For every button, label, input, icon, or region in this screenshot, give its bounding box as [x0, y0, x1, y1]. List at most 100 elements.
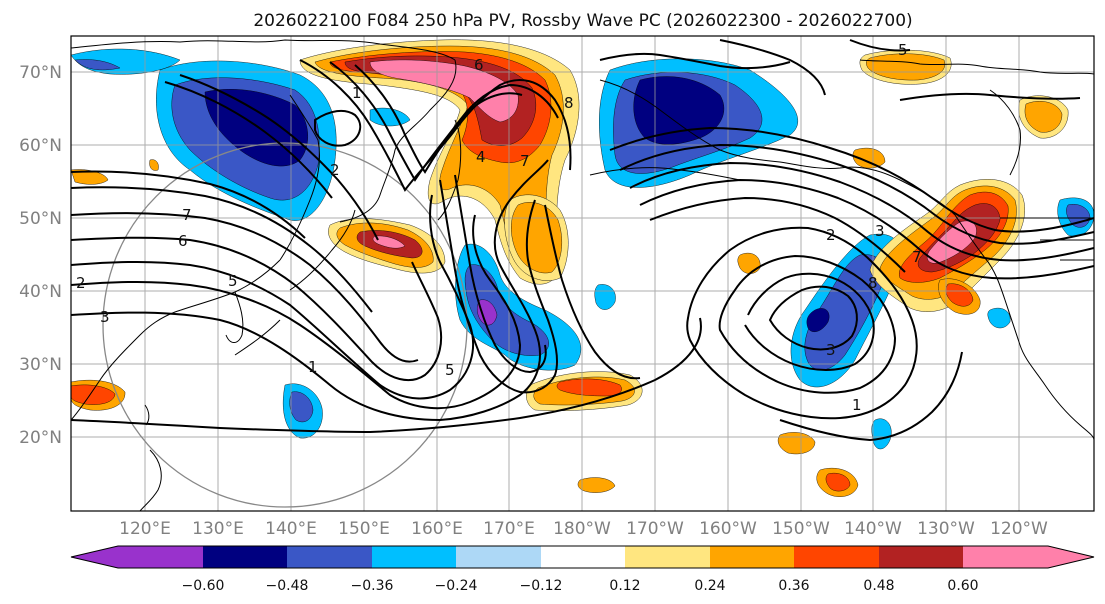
contour-label: 1 — [352, 84, 362, 102]
pv-contour-trough-inner — [439, 179, 558, 394]
pv-contour-ridge-3 — [354, 64, 523, 174]
pos-anomaly-hudson-core — [1024, 101, 1063, 133]
pos-anomaly-small-4 — [71, 169, 109, 185]
colorbar-segment — [541, 546, 625, 568]
pv-contour-alaska-3 — [629, 161, 1094, 262]
pos-anomaly-small-1 — [577, 477, 616, 493]
coast-japan — [234, 209, 356, 356]
lon-label: 130°W — [917, 519, 975, 539]
contour-label: 7 — [912, 248, 922, 266]
lat-label: 70°N — [19, 63, 62, 83]
pv-contour-2-west — [71, 214, 522, 410]
colorbar-extend-low — [71, 546, 118, 568]
coast-korea — [225, 291, 244, 343]
colorbar-segment — [456, 546, 541, 568]
pv-contour-1-west — [71, 159, 549, 422]
pv-contour-arctic — [599, 52, 791, 70]
contour-label: 5 — [898, 41, 908, 59]
pos-anomaly-subtropical-central-mid — [556, 378, 622, 397]
coast-asia-north — [71, 39, 456, 61]
colorbar-tick-label: 0.48 — [863, 578, 894, 594]
neg-anomaly-nw-edge-core — [74, 59, 121, 71]
neg-anomaly-small-2 — [871, 418, 892, 450]
contour-label: 3 — [100, 308, 110, 326]
colorbar-tick-label: −0.24 — [435, 578, 478, 594]
pv-contour-3-west — [71, 194, 475, 400]
neg-anomaly-western-pacific-core — [289, 391, 314, 423]
neg-anomaly-east-pacific-max — [806, 308, 830, 333]
pv-contour-east-subtropics — [779, 351, 963, 442]
lon-label: 120°E — [119, 519, 171, 539]
lon-label: 140°W — [844, 519, 902, 539]
pv-contour-tropical-band — [71, 317, 702, 434]
coast-alaska — [599, 79, 956, 216]
pv-contour-lake — [314, 109, 362, 147]
pv-contour-7-west — [71, 170, 306, 239]
pos-anomaly-small-5 — [149, 159, 159, 171]
pos-anomaly-dateline-core — [511, 202, 563, 274]
colorbar-tick-label: −0.36 — [351, 578, 394, 594]
neg-anomaly-central-pacific-max — [477, 299, 498, 326]
coast-manchuria — [279, 94, 321, 261]
pv-contour-6-west — [71, 186, 373, 313]
colorbar-segment — [287, 546, 372, 568]
colorbar-tick-label: 0.12 — [609, 578, 640, 594]
pv-contour-ridge-2 — [329, 61, 559, 182]
pv-contour-arctic-2 — [719, 39, 826, 96]
longitude-labels: 120°E 130°E 140°E 150°E 160°E 170°E 180°… — [119, 519, 1048, 539]
contour-label: 3 — [875, 222, 885, 240]
pv-contour-alaska-1 — [609, 126, 1094, 233]
lat-label: 40°N — [19, 282, 62, 302]
pv-contour-labels: 1 2 3 4 5 6 7 8 7 6 5 2 3 1 5 8 7 3 2 1 — [76, 41, 922, 414]
pv-contour-4-west — [71, 236, 443, 382]
colorbar-extend-high — [1048, 546, 1094, 568]
coast-okhotsk — [339, 59, 457, 223]
pos-anomaly-north-pacific-max — [369, 59, 519, 123]
contour-label: 8 — [564, 94, 574, 112]
coast-hudson — [989, 89, 1021, 176]
contour-label: 7 — [182, 206, 192, 224]
lon-label: 170°W — [626, 519, 684, 539]
coast-china — [71, 259, 281, 421]
pv-contour-alaska-4 — [639, 178, 1094, 280]
contour-label: 5 — [445, 361, 455, 379]
contour-label: 8 — [868, 274, 878, 292]
pos-anomaly-east-subtropics-core — [825, 472, 851, 492]
contour-label: 2 — [330, 161, 340, 179]
pv-contour-southern-loop — [686, 226, 918, 420]
pv-contour-8-west — [179, 74, 379, 241]
lat-label: 60°N — [19, 136, 62, 156]
lon-label: 180°W — [553, 519, 611, 539]
pv-contour-southern-loop-2 — [718, 254, 897, 394]
lon-label: 150°E — [338, 519, 390, 539]
pos-anomaly-sakhalin-max — [372, 235, 406, 249]
pv-contour-southern-loop-4 — [768, 285, 858, 351]
pos-anomaly-hawaii — [777, 432, 816, 455]
contour-label: 2 — [76, 274, 86, 292]
contour-label: 6 — [474, 56, 484, 74]
colorbar-segment — [118, 546, 203, 568]
pv-contour-5-west — [71, 212, 419, 363]
lon-label: 140°E — [265, 519, 317, 539]
pv-contour-alaska-2 — [619, 143, 1094, 245]
contour-label: 2 — [826, 226, 836, 244]
pos-anomaly-alaska-north-core — [866, 53, 946, 81]
colorbar-segment — [203, 546, 287, 568]
colorbar-tick-label: −0.12 — [520, 578, 563, 594]
map-frame — [70, 35, 1095, 512]
pos-anomaly-philippine-sea-core — [71, 384, 116, 405]
range-circle — [102, 142, 468, 508]
colorbar-tick-label: 0.24 — [694, 578, 725, 594]
colorbar-tick-label: −0.60 — [182, 578, 225, 594]
colorbar-segment — [710, 546, 794, 568]
neg-anomaly-small-3 — [987, 307, 1011, 329]
lon-label: 170°E — [483, 519, 535, 539]
coast-arctic-canada — [859, 59, 1094, 75]
lon-label: 150°W — [772, 519, 830, 539]
contour-label: 6 — [178, 232, 188, 250]
colorbar-tick-label: 0.36 — [778, 578, 809, 594]
colorbar-tick-label: 0.60 — [947, 578, 978, 594]
map-panel: 1 2 3 4 5 6 7 8 7 6 5 2 3 1 5 8 7 3 2 1 — [70, 35, 1095, 512]
lon-label: 120°W — [990, 519, 1048, 539]
colorbar-segment — [625, 546, 710, 568]
